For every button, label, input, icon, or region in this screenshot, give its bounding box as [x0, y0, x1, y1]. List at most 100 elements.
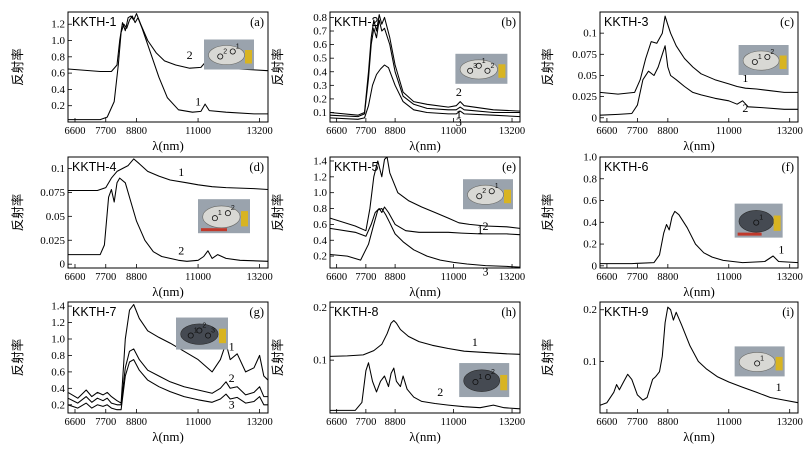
measurement-spot-label: 1	[759, 215, 763, 222]
series-line-1	[330, 157, 520, 232]
x-tick-label: 11000	[441, 272, 467, 283]
series-label: 2	[482, 219, 488, 233]
plot-frame	[67, 301, 269, 414]
x-tick-label: 13200	[777, 126, 803, 137]
y-tick-label: 0.05	[578, 70, 598, 82]
series-line-1	[600, 15, 798, 95]
sample-name: KKTH-7	[72, 305, 117, 319]
plot-frame	[67, 11, 269, 123]
x-tick-label: 7700	[95, 272, 116, 283]
x-tick-label: 13200	[499, 417, 525, 428]
measurement-spot	[484, 374, 491, 381]
y-tick-label: 0	[592, 260, 598, 272]
y-tick-label: 0.2	[51, 100, 65, 112]
x-tick-label: 8800	[657, 126, 678, 137]
panel-letter: (d)	[249, 160, 264, 174]
x-tick-label: 13200	[777, 417, 803, 428]
series-line-2	[68, 348, 268, 406]
x-axis-label: λ(nm)	[152, 429, 184, 444]
x-axis-label: λ(nm)	[683, 138, 715, 153]
measurement-spot-label: 2	[482, 188, 486, 195]
x-tick-label: 6600	[64, 417, 85, 428]
measurement-spot-label: 2	[770, 49, 774, 56]
measurement-spot	[488, 188, 495, 195]
y-axis-label: 反射率	[540, 48, 555, 86]
x-tick-label: 8800	[657, 417, 678, 428]
y-tick-label: 0.6	[583, 195, 597, 207]
y-tick-label: 0.4	[313, 66, 327, 78]
panel-letter: (f)	[782, 160, 795, 174]
series-line-3	[330, 64, 520, 120]
y-tick-label: 0.5	[313, 53, 327, 65]
x-tick-label: 13200	[246, 126, 272, 137]
y-tick-label: 0.6	[313, 39, 327, 51]
panel-i: 0.1 0.2 6600 7700 8800 11000 13200 λ(nm) 反射率 KKTH…	[540, 301, 803, 444]
series-label: 1	[778, 243, 784, 257]
sample-name: KKTH-6	[604, 160, 649, 174]
measurement-spot-label: 2	[202, 323, 206, 330]
x-tick-label: 8800	[385, 272, 406, 283]
x-axis-label: λ(nm)	[152, 138, 184, 153]
sample-photo: 123	[176, 317, 228, 350]
measurement-spot	[753, 219, 760, 226]
y-tick-label: 0	[60, 259, 66, 271]
x-tick-label: 7700	[355, 272, 376, 283]
series-label: 3	[229, 398, 235, 412]
x-tick-label: 7700	[95, 417, 116, 428]
y-tick-label: 0.1	[583, 28, 597, 40]
y-tick-label: 0.8	[313, 203, 327, 215]
sample-photo: 12	[198, 199, 250, 234]
y-tick-label: 0.025	[40, 235, 65, 247]
measurement-spot-label: 1	[482, 58, 486, 65]
series-line-1	[68, 158, 268, 192]
measurement-spot	[217, 53, 224, 60]
measurement-spot-label: 1	[194, 328, 198, 335]
sample-name: KKTH-5	[334, 160, 379, 174]
y-tick-label: 0.8	[313, 12, 327, 24]
x-tick-label: 13200	[777, 272, 803, 283]
y-tick-label: 0.2	[51, 399, 65, 411]
x-tick-label: 7700	[355, 126, 376, 137]
series-label: 1	[472, 335, 478, 349]
y-axis-label: 反射率	[540, 194, 555, 232]
x-axis-label: λ(nm)	[409, 429, 441, 444]
y-tick-label: 0.7	[313, 26, 327, 38]
x-tick-label: 8800	[126, 126, 147, 137]
x-tick-label: 11000	[185, 126, 211, 137]
series-label: 1	[456, 107, 462, 121]
series-line-2	[330, 362, 520, 411]
plot-frame	[599, 11, 799, 123]
series-label: 3	[482, 265, 488, 279]
measurement-spot	[229, 48, 236, 55]
measurement-spot	[224, 210, 231, 217]
x-tick-label: 11000	[441, 417, 467, 428]
x-tick-label: 7700	[355, 417, 376, 428]
series-line-2	[600, 45, 798, 116]
x-tick-label: 11000	[441, 126, 467, 137]
y-tick-label: 1.4	[313, 155, 327, 167]
measurement-spot-label: 1	[478, 374, 482, 381]
measurement-spot	[754, 360, 761, 367]
x-axis-label: λ(nm)	[409, 284, 441, 299]
y-tick-label: 0.1	[313, 107, 327, 119]
x-tick-label: 6600	[596, 126, 617, 137]
panel-letter: (e)	[502, 160, 516, 174]
measurement-spot-label: 2	[490, 63, 494, 70]
x-tick-label: 13200	[246, 272, 272, 283]
measurement-spot	[211, 215, 218, 222]
measurement-spot	[205, 332, 212, 339]
y-tick-label: 0.4	[313, 235, 327, 247]
series-line-2	[330, 14, 520, 116]
panel-letter: (g)	[249, 305, 264, 319]
sample-name: KKTH-1	[72, 15, 117, 29]
y-tick-label: 1.2	[313, 171, 327, 183]
series-label: 1	[178, 165, 184, 179]
sample-name: KKTH-3	[604, 15, 649, 29]
plot-frame	[329, 301, 521, 414]
plot-frame	[67, 156, 269, 269]
series-label: 2	[187, 48, 193, 62]
series-line-2	[68, 177, 268, 262]
